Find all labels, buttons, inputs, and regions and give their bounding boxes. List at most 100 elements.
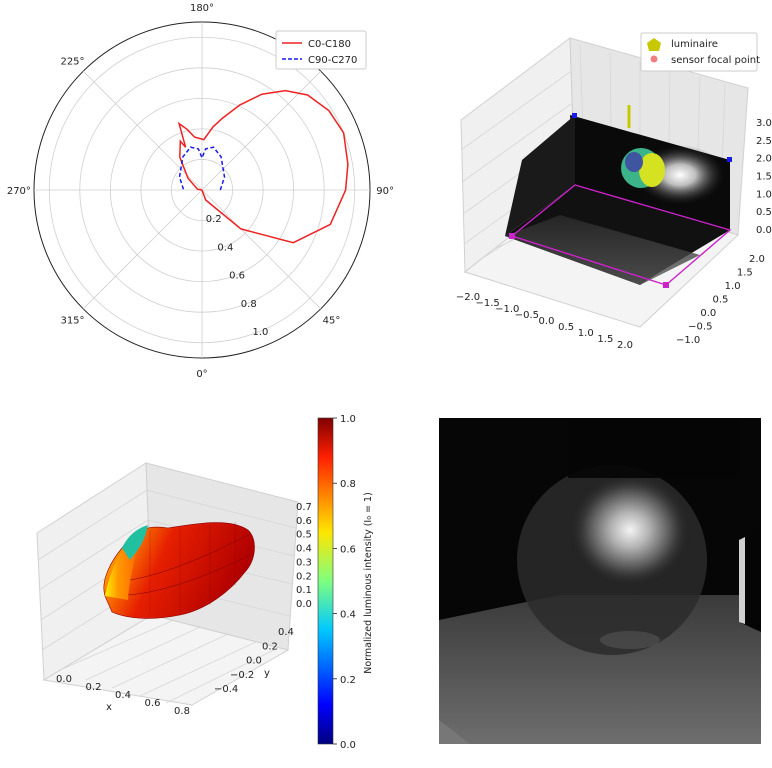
- room-corner-top: [572, 113, 577, 118]
- colorbar-tick-label: 1.0: [340, 414, 356, 425]
- scene-y-tick: 1.0: [725, 281, 741, 292]
- room-scene-3d: −2.0−1.5−1.0−0.50.00.51.01.52.0 −1.0−0.5…: [456, 32, 772, 351]
- surface-z-tick: 0.3: [296, 557, 312, 568]
- scene-z-tick: 2.0: [756, 154, 772, 165]
- sensor-image: [439, 418, 761, 744]
- scene-y-tick: 0.0: [700, 308, 716, 319]
- polar-spoke: [201, 189, 322, 310]
- surface-z-tick: 0.7: [296, 502, 312, 513]
- scene-y-tick: 2.0: [749, 254, 765, 265]
- colorbar-tick-label: 0.4: [340, 610, 356, 621]
- surface-y-label: y: [264, 668, 270, 679]
- surface-y-tick: −0.4: [214, 684, 238, 695]
- polar-angle-label: 45°: [323, 315, 341, 326]
- polar-series-c0-c180: [177, 89, 349, 244]
- scene-y-ticks: −1.0 −0.5 0.0 0.5 1.0 1.5 2.0: [676, 254, 765, 346]
- legend-label-luminaire: luminaire: [671, 39, 718, 50]
- polar-series-c90-c270: [178, 146, 226, 191]
- polar-radial-label: 1.0: [252, 327, 268, 338]
- legend-label-sensor: sensor focal point: [671, 55, 760, 66]
- image-floor-blob: [600, 631, 660, 649]
- surface-mesh-line: [149, 522, 236, 615]
- scene-x-tick: 2.0: [617, 340, 633, 351]
- polar-spoke: [82, 189, 203, 310]
- polar-series-group: [177, 89, 349, 244]
- surface-mesh-line: [129, 534, 249, 581]
- legend-label-c90: C90-C270: [308, 55, 357, 66]
- scene-z-ticks: 0.0 0.5 1.0 1.5 2.0 2.5 3.0: [756, 118, 772, 236]
- side-wall-surface: [505, 115, 575, 236]
- room-corner: [509, 233, 515, 239]
- scene-x-tick: −1.5: [475, 298, 499, 309]
- scene-z-tick: 3.0: [756, 118, 772, 129]
- floor-shade: [505, 215, 700, 285]
- polar-angle-label: 225°: [60, 57, 84, 68]
- polar-radial-label: 0.6: [229, 271, 245, 282]
- surface-y-ticks: −0.4 −0.2 0.00.20.4: [214, 627, 294, 695]
- scene-y-tick: 1.5: [737, 268, 753, 279]
- polar-angle-label: 90°: [376, 186, 394, 197]
- scene-x-tick: 0.5: [558, 322, 574, 333]
- colorbar-tick-label: 0.2: [340, 675, 356, 686]
- surface-y-tick: 0.0: [246, 656, 262, 667]
- luminaire-lobe-highlight: [639, 153, 665, 187]
- colorbar-tick-label: 0.6: [340, 544, 356, 555]
- polar-spoke: [201, 70, 322, 191]
- scene-legend: luminaire sensor focal point: [640, 32, 760, 72]
- room-corner: [663, 282, 669, 288]
- surface-x-tick: 0.4: [115, 690, 131, 701]
- polar-radial-label: 0.2: [206, 214, 222, 225]
- legend-marker-luminaire: [647, 38, 661, 51]
- surface-y-tick: 0.4: [278, 627, 294, 638]
- surface-x-ticks: 0.0 0.2 0.4 0.6 0.8: [56, 674, 190, 717]
- scene-y-tick: −0.5: [688, 322, 712, 333]
- surface-z-tick: 0.1: [296, 585, 312, 596]
- scene-y-tick: 0.5: [713, 295, 729, 306]
- scene-z-tick: 1.0: [756, 189, 772, 200]
- surface-x-tick: 0.6: [145, 698, 161, 709]
- scene-z-tick: 2.5: [756, 136, 772, 147]
- surface-x-label: x: [106, 702, 112, 713]
- scene-x-tick: 1.0: [578, 328, 594, 339]
- scene-x-ticks: −2.0−1.5−1.0−0.50.00.5 1.01.5 2.0: [456, 292, 633, 351]
- polar-radial-label: 0.8: [241, 299, 257, 310]
- scene-x-tick: 0.0: [539, 316, 555, 327]
- polar-radial-labels: 0.2 0.4 0.6 0.8 1.0: [206, 214, 269, 338]
- colorbar-tick-label: 0.0: [340, 740, 356, 751]
- colorbar-ticks: 0.0 0.2 0.4 0.6 0.8 1.0: [333, 414, 356, 751]
- surface-cool-edge: [122, 525, 148, 560]
- legend-marker-sensor: [650, 55, 658, 63]
- scene-x-tick: −2.0: [456, 292, 480, 303]
- surface-z-tick: 0.4: [296, 544, 312, 555]
- scene-x-tick: 1.5: [597, 334, 613, 345]
- surface-z-ticks: 0.0 0.1 0.2 0.3 0.4 0.5 0.6 0.7: [296, 502, 312, 610]
- image-light-spot: [568, 472, 692, 588]
- surface-y-tick: −0.2: [230, 670, 254, 681]
- surface-x-tick: 0.0: [56, 674, 72, 685]
- room-corner-top: [727, 157, 732, 162]
- surface-x-tick: 0.2: [86, 682, 102, 693]
- scene-x-tick: −0.5: [515, 310, 539, 321]
- scene-z-tick: 1.5: [756, 172, 772, 183]
- surface-z-tick: 0.6: [296, 516, 312, 527]
- polar-chart: 180°135°90°45°0°315°270°225° 0.20.40.60.…: [7, 3, 394, 380]
- colorbar-tick-label: 0.8: [340, 479, 356, 490]
- image-ceiling: [568, 418, 740, 478]
- surface-y-tick: 0.2: [262, 641, 278, 652]
- polar-angle-label: 315°: [60, 315, 84, 326]
- colorbar-label: Normalized luminous intensity (I₀ = 1): [363, 492, 374, 674]
- scene-z-tick: 0.0: [756, 225, 772, 236]
- polar-radial-label: 0.4: [217, 242, 233, 253]
- intensity-surface-3d: 0.00.20.40.60.8 −0.4−0.20.00.20.4 0.00.1…: [36, 414, 374, 751]
- image-floor: [439, 595, 761, 744]
- polar-legend: C0-C180 C90-C270: [275, 30, 367, 70]
- image-right-wall-highlight: [739, 537, 745, 624]
- scene-x-tick: −1.0: [495, 304, 519, 315]
- polar-angle-label: 180°: [190, 3, 214, 14]
- colorbar: [317, 417, 334, 745]
- luminaire-lobe-shadow: [625, 152, 643, 172]
- surface-mesh-line: [127, 554, 251, 596]
- surface-z-tick: 0.0: [296, 599, 312, 610]
- polar-angle-label: 270°: [7, 186, 31, 197]
